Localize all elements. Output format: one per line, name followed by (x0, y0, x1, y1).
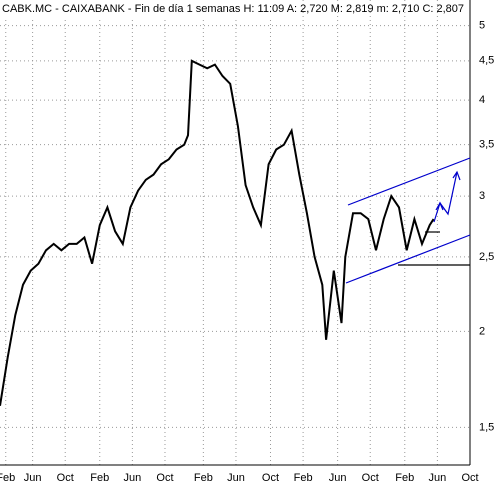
x-tick-label: Feb (395, 472, 414, 484)
x-tick-label: Oct (262, 472, 279, 484)
grid (0, 0, 471, 465)
arrow-heads (435, 170, 461, 211)
x-tick-label: Oct (156, 472, 173, 484)
forecast-arrow (433, 171, 458, 223)
y-tick-label: 3,5 (479, 139, 494, 151)
y-tick-label: 2 (479, 325, 485, 337)
price-line (0, 59, 435, 406)
channel-top (347, 157, 471, 206)
x-tick-label: Jun (329, 472, 347, 484)
x-tick-label: Jun (429, 472, 447, 484)
channel-bottom (345, 234, 471, 284)
annotations (345, 157, 471, 284)
x-tick-label: Jun (227, 472, 245, 484)
x-tick-label: Jun (24, 472, 42, 484)
x-tick-label: Jun (123, 472, 141, 484)
chart-title: CABK.MC - CAIXABANK - Fin de día 1 seman… (2, 3, 464, 15)
y-tick-label: 4,5 (479, 55, 494, 67)
title-bg (0, 0, 300, 17)
x-tick-label: Oct (57, 472, 74, 484)
x-tick-label: Feb (90, 472, 109, 484)
y-tick-label: 1,5 (479, 421, 494, 433)
y-tick-label: 3 (479, 190, 485, 202)
y-tick-label: 4 (479, 94, 485, 106)
x-tick-label: Feb (194, 472, 213, 484)
x-tick-label: Feb (0, 472, 15, 484)
y-tick-label: 5 (479, 20, 485, 32)
x-tick-label: Oct (461, 472, 478, 484)
x-tick-label: Oct (362, 472, 379, 484)
y-tick-label: 2,5 (479, 251, 494, 263)
x-tick-label: Feb (294, 472, 313, 484)
